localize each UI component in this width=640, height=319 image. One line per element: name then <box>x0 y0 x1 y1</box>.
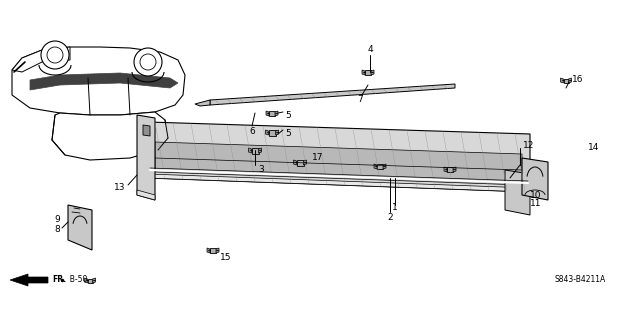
Bar <box>296 160 303 166</box>
Polygon shape <box>371 70 374 75</box>
Bar <box>377 164 383 169</box>
Polygon shape <box>195 100 210 106</box>
Polygon shape <box>10 274 48 286</box>
Polygon shape <box>12 47 185 115</box>
Polygon shape <box>143 125 150 136</box>
Circle shape <box>140 54 156 70</box>
Text: 6: 6 <box>249 128 255 137</box>
Bar <box>447 167 453 172</box>
Polygon shape <box>453 167 456 172</box>
Bar <box>365 70 371 75</box>
Polygon shape <box>52 112 168 160</box>
Polygon shape <box>216 248 219 253</box>
Polygon shape <box>207 248 210 253</box>
Text: FR.: FR. <box>52 276 66 285</box>
Text: 7: 7 <box>357 95 363 105</box>
Text: 5: 5 <box>285 129 291 137</box>
Polygon shape <box>505 170 530 215</box>
Circle shape <box>47 47 63 63</box>
Polygon shape <box>266 130 269 135</box>
Bar <box>252 148 259 153</box>
Text: 1: 1 <box>392 204 398 212</box>
Polygon shape <box>374 164 377 169</box>
Polygon shape <box>137 190 155 200</box>
Polygon shape <box>148 122 530 192</box>
Text: 14: 14 <box>588 144 600 152</box>
Polygon shape <box>275 111 278 116</box>
Polygon shape <box>561 78 563 83</box>
Text: 16: 16 <box>572 75 584 84</box>
Text: S843-B4211A: S843-B4211A <box>554 276 605 285</box>
Text: 11: 11 <box>531 198 541 207</box>
Polygon shape <box>30 73 178 90</box>
Polygon shape <box>259 148 262 153</box>
Bar <box>88 278 93 283</box>
Polygon shape <box>266 111 269 116</box>
Text: 12: 12 <box>523 140 534 150</box>
Polygon shape <box>294 160 296 165</box>
Polygon shape <box>362 70 365 75</box>
Text: 8: 8 <box>54 226 60 234</box>
Bar <box>210 248 216 253</box>
Polygon shape <box>93 278 95 283</box>
Polygon shape <box>568 78 572 83</box>
Polygon shape <box>155 142 522 185</box>
Polygon shape <box>210 84 455 105</box>
Circle shape <box>41 41 69 69</box>
Polygon shape <box>84 278 88 283</box>
Polygon shape <box>522 158 548 200</box>
Text: 9: 9 <box>54 216 60 225</box>
Bar <box>269 130 275 136</box>
Polygon shape <box>275 130 278 135</box>
Text: 5: 5 <box>285 110 291 120</box>
Polygon shape <box>137 115 155 200</box>
Polygon shape <box>68 205 92 250</box>
Circle shape <box>134 48 162 76</box>
Text: 17: 17 <box>312 153 323 162</box>
Polygon shape <box>148 174 530 192</box>
Text: B-50: B-50 <box>65 276 88 285</box>
Polygon shape <box>248 148 252 153</box>
Text: 3: 3 <box>258 166 264 174</box>
Text: 13: 13 <box>113 183 125 192</box>
Polygon shape <box>303 160 307 165</box>
Polygon shape <box>444 167 447 172</box>
Text: 2: 2 <box>387 213 393 222</box>
Text: 10: 10 <box>531 190 541 199</box>
Text: 15: 15 <box>220 253 232 262</box>
Polygon shape <box>12 47 70 72</box>
Text: 4: 4 <box>367 46 373 55</box>
Polygon shape <box>383 164 386 169</box>
Bar <box>563 78 568 83</box>
Bar <box>269 111 275 116</box>
